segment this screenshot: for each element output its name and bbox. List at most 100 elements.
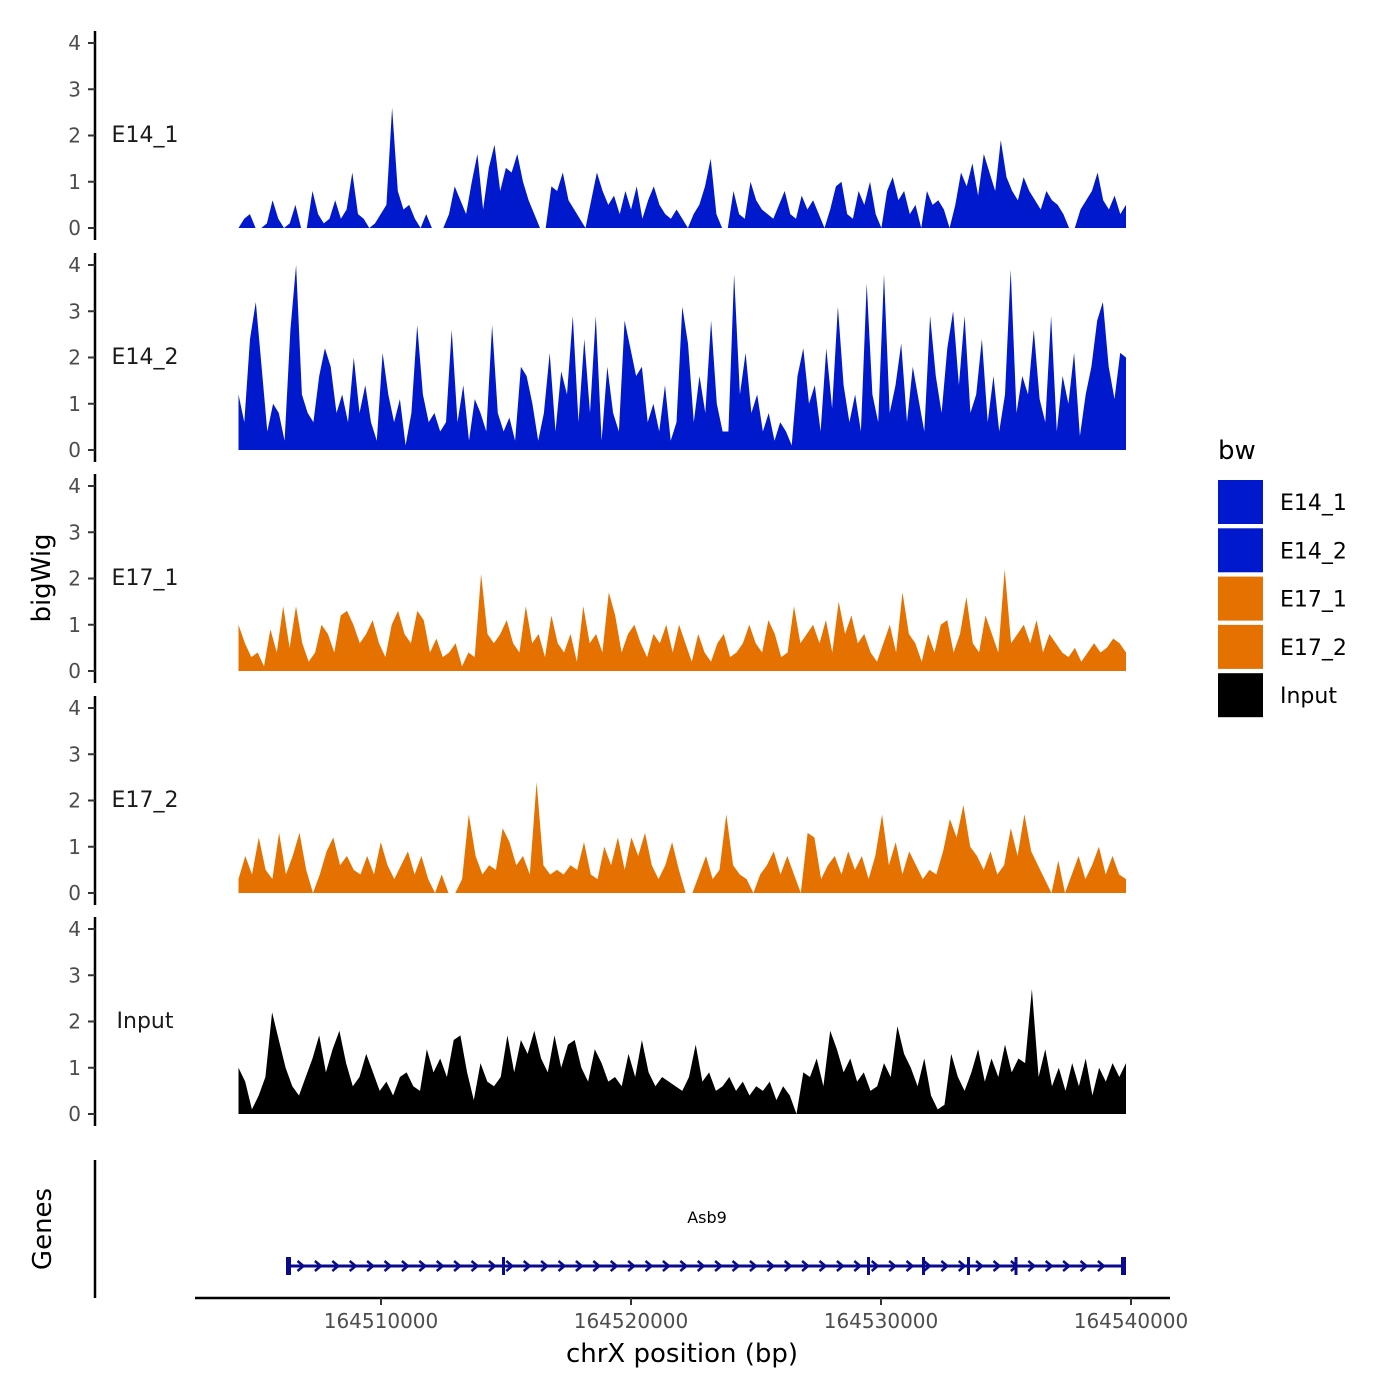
y-tick-label: 4 xyxy=(68,31,81,55)
strand-arrow xyxy=(731,1260,741,1272)
strand-arrow xyxy=(1079,1260,1089,1272)
signal-tracks: 0 1 2 3 4 E14_1 0 1 2 3 4 E14_2 0 1 2 3 4 E17_1 0 1 2 3 4 E17_2… xyxy=(68,31,1126,1126)
strand-arrow xyxy=(923,1260,932,1272)
legend-label: E14_2 xyxy=(1280,539,1347,564)
exon xyxy=(1014,1257,1018,1275)
strand-arrow xyxy=(331,1260,341,1272)
legend-label: Input xyxy=(1280,684,1337,709)
exon xyxy=(867,1257,870,1275)
strand-arrow xyxy=(888,1260,898,1272)
x-tick-label: 164540000 xyxy=(1074,1309,1189,1333)
legend: bw E14_1 E14_2 E17_1 E17_2 Input xyxy=(1218,436,1347,718)
strand-arrow xyxy=(348,1260,358,1272)
strand-arrow xyxy=(818,1260,828,1272)
legend-key-e14_1 xyxy=(1218,480,1263,524)
strand-arrow xyxy=(505,1260,515,1272)
strand-arrow xyxy=(1062,1260,1072,1272)
exon xyxy=(922,1257,925,1275)
strand-arrow xyxy=(314,1260,323,1272)
exon xyxy=(286,1257,291,1275)
y-tick-label: 3 xyxy=(68,742,81,766)
legend-label: E14_1 xyxy=(1280,491,1347,516)
y-tick-label: 4 xyxy=(68,474,81,498)
strand-arrow xyxy=(714,1260,724,1272)
y-tick-label: 2 xyxy=(68,124,81,148)
strand-arrow xyxy=(418,1260,428,1272)
strand-arrow xyxy=(627,1260,637,1272)
y-tick-label: 3 xyxy=(68,77,81,101)
y-tick-label: 0 xyxy=(68,216,81,240)
strand-arrow xyxy=(801,1260,811,1272)
strand-arrow xyxy=(592,1260,602,1272)
signal-area-e14_1 xyxy=(238,107,1126,228)
strand-arrow xyxy=(383,1260,393,1272)
strand-arrow xyxy=(401,1260,410,1272)
strand-arrow xyxy=(488,1260,497,1272)
y-tick-label: 2 xyxy=(68,1010,81,1034)
track-input: 0 1 2 3 4 Input xyxy=(68,917,1126,1126)
signal-area-e17_1 xyxy=(238,569,1126,671)
y-tick-label: 2 xyxy=(68,789,81,813)
strand-arrow xyxy=(557,1260,567,1272)
track-e14_1: 0 1 2 3 4 E14_1 xyxy=(68,31,1126,240)
strand-arrow xyxy=(853,1260,863,1272)
exon xyxy=(1121,1257,1126,1275)
legend-key-e14_2 xyxy=(1218,528,1263,573)
strand-arrow xyxy=(1097,1260,1106,1272)
strand-arrow xyxy=(783,1260,793,1272)
strand-arrow xyxy=(453,1260,463,1272)
strand-arrow xyxy=(1044,1260,1054,1272)
legend-label: E17_1 xyxy=(1280,588,1347,613)
y-tick-label: 2 xyxy=(68,567,81,591)
y-tick-label: 4 xyxy=(68,917,81,941)
strand-arrow xyxy=(696,1260,706,1272)
track-label: E17_2 xyxy=(112,788,179,813)
exon xyxy=(502,1257,505,1275)
strand-arrow xyxy=(957,1260,967,1272)
legend-title: bw xyxy=(1218,436,1256,466)
strand-arrow xyxy=(644,1260,654,1272)
strand-arrow xyxy=(749,1260,758,1272)
track-e17_2: 0 1 2 3 4 E17_2 xyxy=(68,696,1126,905)
strand-arrow xyxy=(366,1260,376,1272)
legend-key-e17_2 xyxy=(1218,624,1263,669)
track-label: E17_1 xyxy=(112,566,179,591)
signal-area-e14_2 xyxy=(238,265,1126,450)
strand-arrow xyxy=(609,1260,619,1272)
y-tick-label: 4 xyxy=(68,696,81,720)
track-e14_2: 0 1 2 3 4 E14_2 xyxy=(68,253,1126,462)
strand-arrow xyxy=(766,1260,776,1272)
x-tick-label: 164510000 xyxy=(324,1309,439,1333)
y-tick-label: 1 xyxy=(68,392,81,416)
strand-arrow xyxy=(296,1260,306,1272)
y-tick-label: 1 xyxy=(68,835,81,859)
strand-arrow xyxy=(540,1260,550,1272)
y-tick-label: 1 xyxy=(68,1056,81,1080)
y-tick-label: 3 xyxy=(68,520,81,544)
strand-arrow xyxy=(679,1260,689,1272)
strand-arrow xyxy=(435,1260,445,1272)
strand-arrow xyxy=(522,1260,532,1272)
legend-key-e17_1 xyxy=(1218,576,1263,621)
strand-arrow xyxy=(940,1260,950,1272)
track-e17_1: 0 1 2 3 4 E17_1 xyxy=(68,474,1126,683)
gene-track: Asb9 xyxy=(93,1160,1126,1298)
strand-arrow xyxy=(575,1260,584,1272)
track-label: Input xyxy=(117,1009,174,1034)
y-tick-label: 3 xyxy=(68,963,81,987)
legend-label: E17_2 xyxy=(1280,636,1347,661)
strand-arrow xyxy=(1027,1260,1037,1272)
signal-area-e17_2 xyxy=(238,782,1126,893)
y-tick-label: 4 xyxy=(68,253,81,277)
track-label: E14_2 xyxy=(112,345,179,370)
strand-arrow xyxy=(992,1260,1002,1272)
y-tick-label: 1 xyxy=(68,170,81,194)
x-tick-label: 164520000 xyxy=(574,1309,689,1333)
y-tick-label: 0 xyxy=(68,881,81,905)
track-label: E14_1 xyxy=(112,123,179,148)
y-tick-label: 3 xyxy=(68,299,81,323)
strand-arrow xyxy=(836,1260,845,1272)
strand-arrow xyxy=(870,1260,880,1272)
strand-arrow xyxy=(975,1260,985,1272)
